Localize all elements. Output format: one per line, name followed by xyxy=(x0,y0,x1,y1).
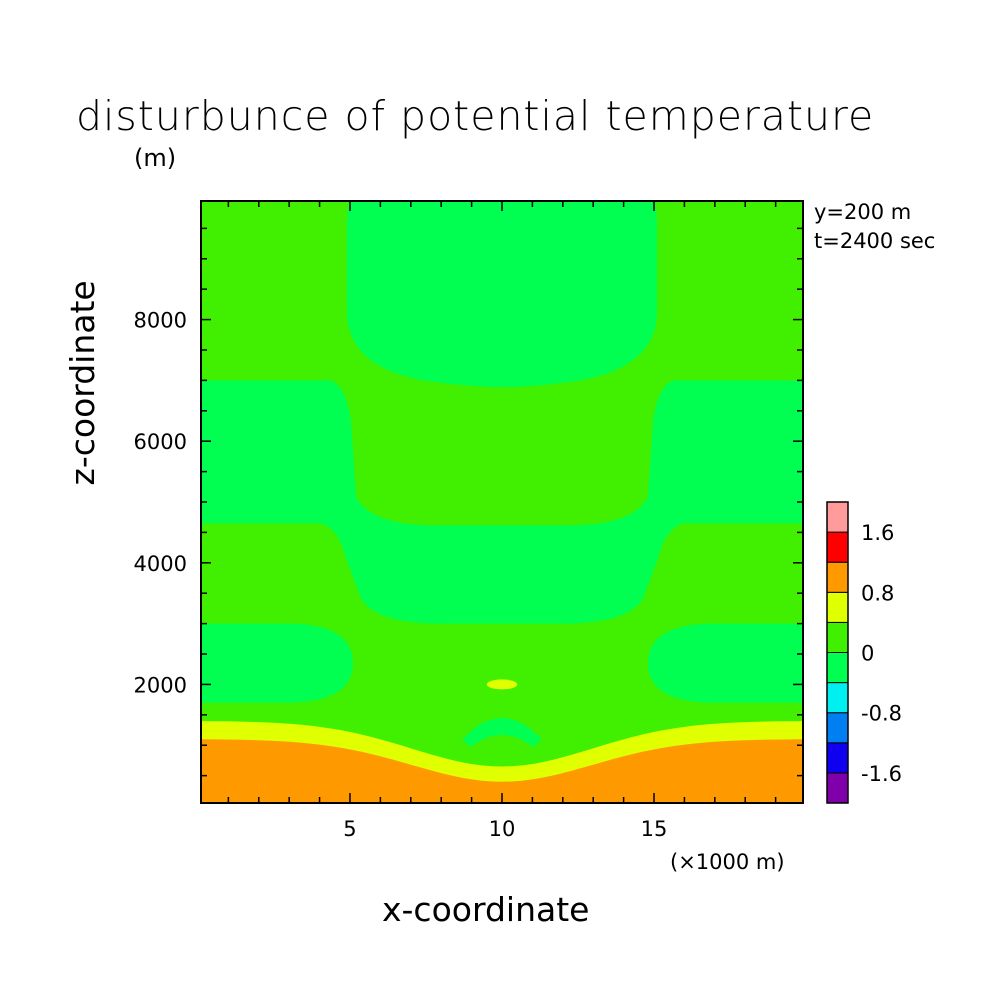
region-central-cool-arc xyxy=(462,718,542,748)
x-axis-label: x-coordinate xyxy=(382,890,590,929)
colorbar-tick-label: -1.6 xyxy=(861,762,902,786)
region-central-warm-blob xyxy=(486,679,518,690)
y-tick-label: 6000 xyxy=(134,430,187,454)
colorbar-swatch xyxy=(826,682,849,714)
colorbar-swatch xyxy=(826,501,849,533)
colorbar-swatch xyxy=(826,712,849,744)
region-surface-hot-layer xyxy=(201,739,803,803)
y-position-label: y=200 m xyxy=(814,200,912,224)
colorbar-swatch xyxy=(826,772,849,804)
x-tick-label: 10 xyxy=(489,817,516,841)
colorbar-tick-label: 1.6 xyxy=(861,521,894,545)
colorbar-tick-label: 0.8 xyxy=(861,581,894,605)
colorbar-swatch xyxy=(826,652,849,684)
colorbar-swatch xyxy=(826,742,849,774)
colorbar-tick-label: -0.8 xyxy=(861,702,902,726)
x-tick-label: 15 xyxy=(641,817,668,841)
colorbar-swatch xyxy=(826,561,849,593)
y-tick-label: 8000 xyxy=(134,309,187,333)
colorbar-tick-label: 0 xyxy=(861,642,874,666)
region-left-cool-lobe xyxy=(201,623,354,703)
colorbar-swatch xyxy=(826,531,849,563)
x-tick-label: 5 xyxy=(343,817,356,841)
colorbar-frame xyxy=(826,501,849,804)
chart-title: disturbunce of potential temperature xyxy=(76,92,875,140)
region-middle-cool-band xyxy=(201,380,803,624)
time-label: t=2400 sec xyxy=(814,229,936,253)
x-unit-label: (×1000 m) xyxy=(670,850,785,874)
y-tick-label: 4000 xyxy=(134,552,187,576)
colorbar-swatch xyxy=(826,591,849,623)
units-label: (m) xyxy=(134,144,177,172)
region-upper-cool-cell xyxy=(346,201,658,387)
colorbar-swatch xyxy=(826,621,849,654)
y-tick-label: 2000 xyxy=(134,673,187,697)
region-right-cool-lobe xyxy=(647,623,803,703)
